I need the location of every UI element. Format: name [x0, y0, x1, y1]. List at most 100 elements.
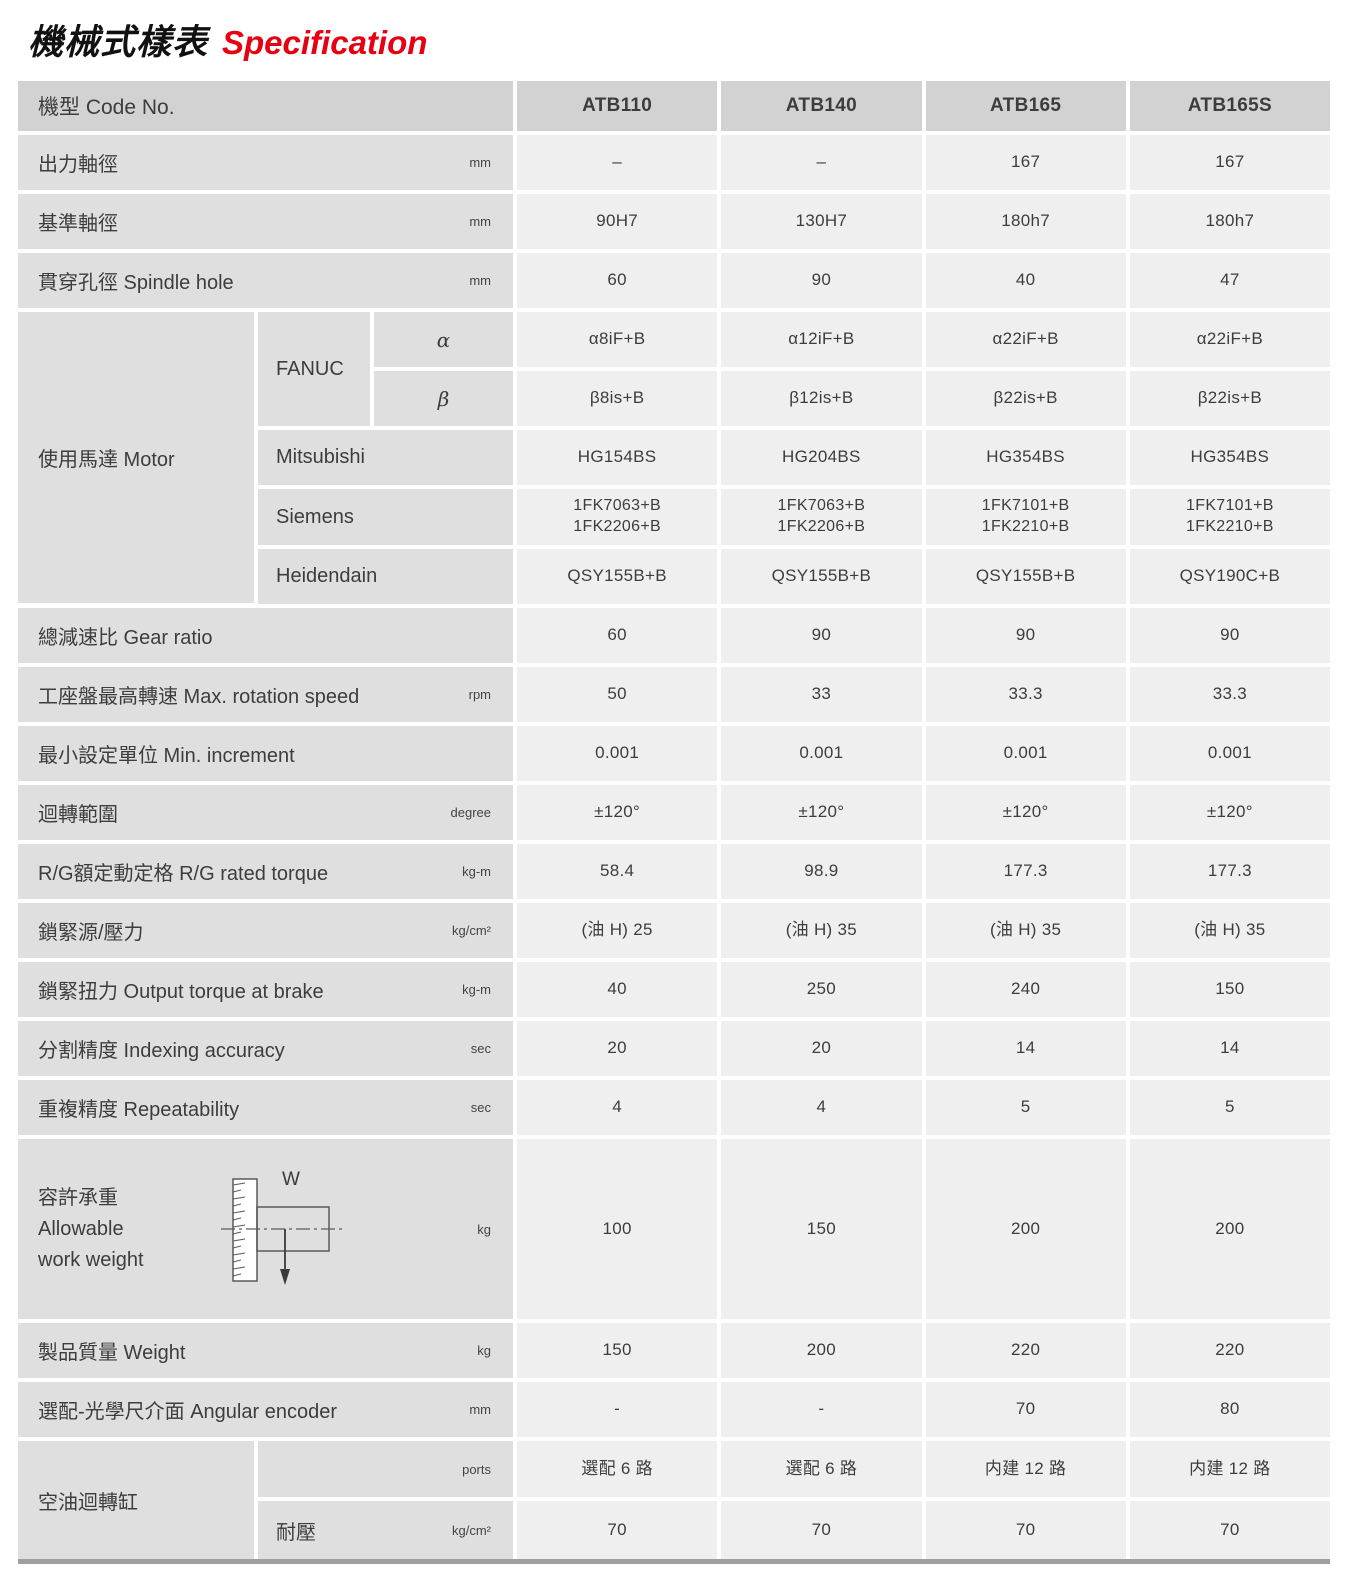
spec-cell: 50: [517, 667, 718, 722]
spec-cell: 240: [925, 962, 1126, 1017]
spec-cell: 220: [925, 1323, 1126, 1378]
table-row-repeatability: 重複精度 Repeatability sec 4 4 5 5: [18, 1080, 1330, 1135]
spec-cell: α22iF+B: [925, 312, 1126, 367]
spec-cell: 4: [517, 1080, 718, 1135]
page-title: 機械式樣表 Specification: [28, 14, 1348, 65]
spec-cell: 150: [721, 1139, 922, 1319]
spec-cell: 47: [1129, 253, 1330, 308]
spec-cell: HG204BS: [721, 430, 922, 485]
table-row-rg-rated-torque: R/G額定動定格 R/G rated torque kg-m 58.4 98.9…: [18, 844, 1330, 899]
spec-cell: 150: [517, 1323, 718, 1378]
row-label: 重複精度 Repeatability: [38, 1099, 240, 1121]
spec-cell: -: [721, 1382, 922, 1437]
spec-cell: 130H7: [721, 194, 922, 249]
spec-cell: β8is+B: [517, 371, 718, 426]
row-unit: kg-m: [462, 982, 491, 997]
spec-cell: (油 H) 35: [925, 903, 1126, 958]
table-row-max-rotation-speed: 工座盤最高轉速 Max. rotation speed rpm 50 33 33…: [18, 667, 1330, 722]
spec-cell: 5: [925, 1080, 1126, 1135]
motor-brand-fanuc: FANUC: [258, 312, 370, 426]
spec-cell: HG354BS: [1129, 430, 1330, 485]
table-row-heidendain: Heidendain QSY155B+B QSY155B+B QSY155B+B…: [258, 549, 1330, 604]
spec-cell: ±120°: [1129, 785, 1330, 840]
spec-cell: 0.001: [517, 726, 718, 781]
column-header-atb165: ATB165: [925, 81, 1126, 131]
spec-cell: 1FK7101+B 1FK2210+B: [925, 489, 1126, 545]
spec-cell: 14: [925, 1021, 1126, 1076]
spec-cell: QSY190C+B: [1129, 549, 1330, 604]
row-unit: kg/cm²: [452, 1522, 491, 1538]
spec-cell: HG154BS: [517, 430, 718, 485]
spec-cell: 0.001: [1129, 726, 1330, 781]
spec-cell: 70: [517, 1501, 718, 1559]
row-unit: mm: [469, 155, 491, 170]
table-row-cylinder-pressure: 耐壓 kg/cm² 70 70 70 70: [258, 1501, 1330, 1559]
spec-cell: 20: [721, 1021, 922, 1076]
spec-cell: ±120°: [721, 785, 922, 840]
spec-cell: 250: [721, 962, 922, 1017]
alpha-symbol: α: [374, 312, 513, 367]
row-unit: kg: [477, 1221, 491, 1237]
motor-brand-heidendain: Heidendain: [258, 549, 513, 604]
spec-cell: 1FK7063+B 1FK2206+B: [721, 489, 922, 545]
table-row-spindle-hole: 貫穿孔徑 Spindle hole mm 60 90 40 47: [18, 253, 1330, 308]
spec-cell: β12is+B: [721, 371, 922, 426]
motor-block: 使用馬達 Motor FANUC α α8iF+B α12iF+B α22iF+…: [18, 312, 1330, 604]
row-unit: degree: [450, 805, 491, 820]
spec-cell: 177.3: [925, 844, 1126, 899]
spec-cell: β22is+B: [1129, 371, 1330, 426]
spec-cell: –: [517, 135, 718, 190]
row-unit: kg-m: [462, 864, 491, 879]
spec-cell: 177.3: [1129, 844, 1330, 899]
spec-cell: 5: [1129, 1080, 1330, 1135]
row-unit: rpm: [468, 687, 491, 702]
table-row-gear-ratio: 總減速比 Gear ratio 60 90 90 90: [18, 608, 1330, 663]
spec-cell: 90: [721, 253, 922, 308]
spec-cell: (油 H) 25: [517, 903, 718, 958]
spec-cell: 200: [1129, 1139, 1330, 1319]
table-row-fanuc-beta: β β8is+B β12is+B β22is+B β22is+B: [374, 371, 1330, 426]
row-label: 基準軸徑: [38, 213, 118, 235]
row-label: 貫穿孔徑 Spindle hole: [38, 272, 234, 294]
row-label: 製品質量 Weight: [38, 1342, 186, 1364]
spec-cell: HG354BS: [925, 430, 1126, 485]
motor-label: 使用馬達 Motor: [18, 312, 254, 603]
page-title-en: Specification: [222, 24, 428, 61]
spec-cell: 90H7: [517, 194, 718, 249]
spec-cell: 内建 12 路: [1129, 1441, 1330, 1497]
spec-cell: 選配 6 路: [721, 1441, 922, 1497]
spec-cell: 20: [517, 1021, 718, 1076]
column-header-atb110: ATB110: [517, 81, 718, 131]
spec-cell: 1FK7101+B 1FK2210+B: [1129, 489, 1330, 545]
row-unit: sec: [470, 1041, 491, 1056]
spec-cell: 167: [925, 135, 1126, 190]
spec-cell: β22is+B: [925, 371, 1126, 426]
row-unit: ports: [462, 1461, 491, 1477]
row-label: R/G額定動定格 R/G rated torque: [38, 863, 329, 885]
spec-cell: 80: [1129, 1382, 1330, 1437]
spec-cell: 180h7: [1129, 194, 1330, 249]
table-row-mitsubishi: Mitsubishi HG154BS HG204BS HG354BS HG354…: [258, 430, 1330, 485]
spec-cell: 選配 6 路: [517, 1441, 718, 1497]
spec-cell: 100: [517, 1139, 718, 1319]
spec-cell: –: [721, 135, 922, 190]
table-row-brake-torque: 鎖緊扭力 Output torque at brake kg-m 40 250 …: [18, 962, 1330, 1017]
row-unit: sec: [470, 1100, 491, 1115]
spec-cell: QSY155B+B: [925, 549, 1126, 604]
header-label-cell: 機型 Code No.: [18, 81, 513, 131]
spec-cell: 98.9: [721, 844, 922, 899]
row-label: 鎖緊扭力 Output torque at brake: [38, 981, 324, 1003]
beta-symbol: β: [374, 371, 513, 426]
table-row-cylinder-ports: ports 選配 6 路 選配 6 路 内建 12 路 内建 12 路: [258, 1441, 1330, 1497]
spec-cell: 0.001: [925, 726, 1126, 781]
column-header-atb140: ATB140: [721, 81, 922, 131]
spec-cell: 70: [925, 1382, 1126, 1437]
spec-cell: 70: [925, 1501, 1126, 1559]
spec-cell: 220: [1129, 1323, 1330, 1378]
cylinder-label: 空油迴轉缸: [18, 1441, 254, 1559]
row-unit: mm: [469, 1402, 491, 1417]
row-label: 迴轉範圍: [38, 804, 118, 826]
spec-cell: QSY155B+B: [721, 549, 922, 604]
spec-cell: 90: [1129, 608, 1330, 663]
table-row-base-shaft: 基準軸徑 mm 90H7 130H7 180h7 180h7: [18, 194, 1330, 249]
